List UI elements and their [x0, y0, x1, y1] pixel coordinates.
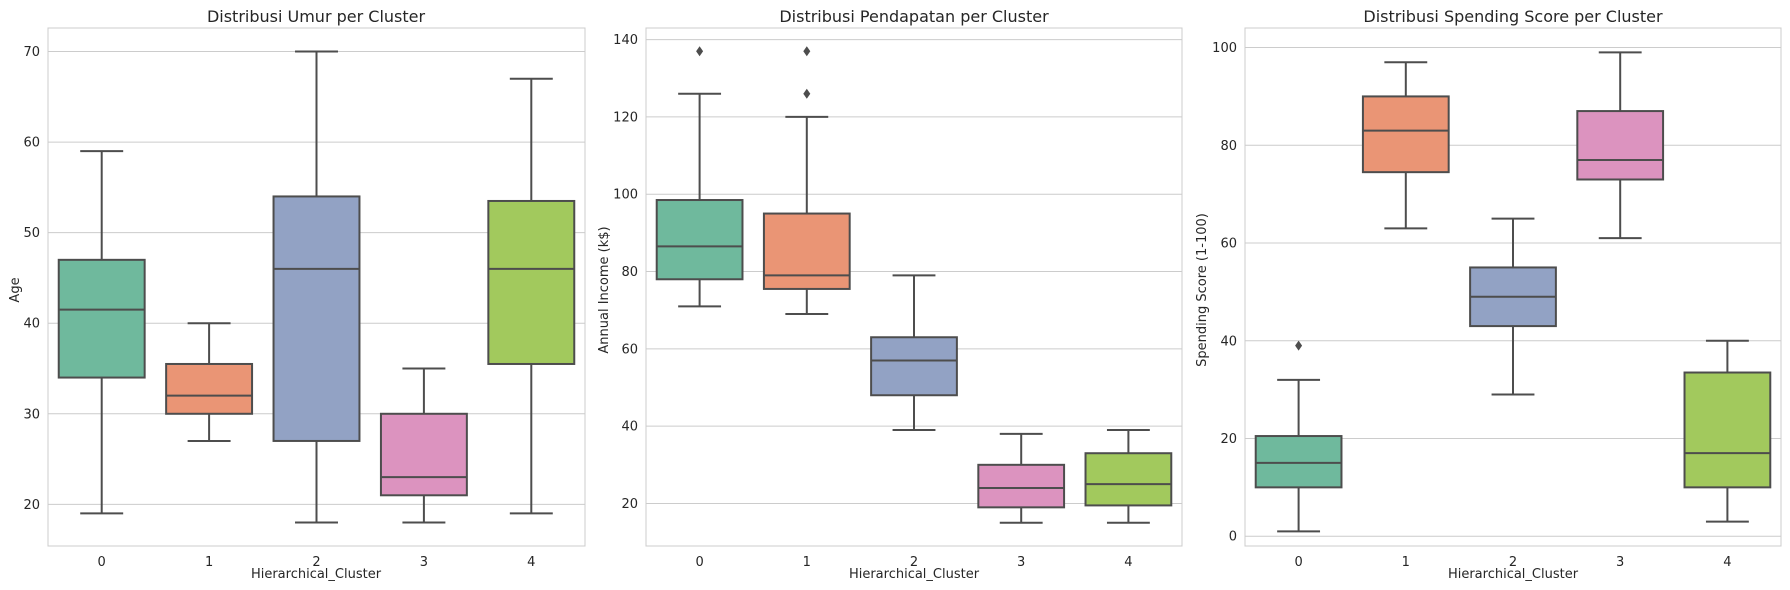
box-cluster-0	[1254, 340, 1343, 533]
y-tick-label: 120	[613, 110, 638, 125]
y-axis-label: Annual Income (k$)	[597, 226, 612, 353]
x-tick-label: 3	[1616, 555, 1624, 570]
x-tick-label: 0	[98, 555, 106, 570]
x-tick-label: 3	[1017, 555, 1025, 570]
y-tick-label: 60	[621, 342, 638, 357]
iqr-box	[870, 336, 958, 397]
subplot-income: Distribusi Pendapatan per Cluster Hierar…	[597, 7, 1183, 582]
y-tick-label: 100	[1212, 41, 1237, 56]
x-axis-label: Hierarchical_Cluster	[849, 567, 980, 582]
y-tick-label: 60	[1220, 237, 1237, 252]
y-tick-label: 20	[621, 497, 638, 512]
x-tick-label: 2	[1509, 555, 1517, 570]
iqr-box	[1084, 452, 1173, 507]
chart-title: Distribusi Pendapatan per Cluster	[779, 7, 1049, 26]
y-tick-label: 140	[613, 33, 638, 48]
plot-area: 20 30 40 50 60 70 0 1 2 3 4	[23, 27, 586, 570]
iqr-box	[655, 199, 744, 281]
iqr-box	[1576, 110, 1665, 181]
iqr-box	[165, 362, 254, 415]
y-tick-label: 80	[1220, 139, 1237, 154]
plot-area: 0 20 40 60 80 100 0 1 2 3 4	[1212, 27, 1782, 570]
chart-title: Distribusi Umur per Cluster	[207, 7, 426, 26]
x-tick-label: 2	[312, 555, 320, 570]
box-cluster-3	[1576, 51, 1665, 240]
x-tick-label: 1	[803, 555, 811, 570]
y-tick-label: 0	[1229, 530, 1237, 545]
y-axis-label: Age	[8, 277, 23, 302]
box-cluster-3	[379, 367, 468, 524]
box-cluster-0	[57, 150, 146, 515]
box-cluster-2	[870, 274, 958, 432]
chart-title: Distribusi Spending Score per Cluster	[1363, 7, 1663, 26]
x-tick-label: 4	[1124, 555, 1132, 570]
y-tick-label: 80	[621, 265, 638, 280]
box-cluster-2	[1469, 217, 1557, 396]
x-tick-label: 2	[910, 555, 918, 570]
x-tick-label: 1	[1402, 555, 1410, 570]
y-tick-label: 50	[23, 226, 40, 241]
x-axis-label: Hierarchical_Cluster	[251, 567, 382, 582]
iqr-box	[977, 463, 1066, 509]
plot-frame	[645, 27, 1183, 547]
box-cluster-3	[977, 432, 1066, 524]
outlier-point	[1295, 340, 1303, 351]
y-tick-label: 100	[613, 188, 638, 203]
y-tick-label: 40	[1220, 334, 1237, 349]
plot-frame	[47, 27, 586, 547]
x-tick-label: 4	[527, 555, 535, 570]
y-tick-label: 40	[621, 420, 638, 435]
iqr-box	[1683, 371, 1772, 489]
box-cluster-4	[487, 77, 576, 515]
iqr-box	[379, 412, 468, 497]
box-cluster-4	[1084, 429, 1173, 524]
y-tick-label: 40	[23, 317, 40, 332]
outlier-point	[803, 46, 811, 57]
x-tick-label: 4	[1723, 555, 1731, 570]
iqr-box	[1361, 95, 1450, 174]
plot-frame	[1244, 27, 1782, 547]
iqr-box	[762, 212, 851, 290]
iqr-box	[1254, 435, 1343, 489]
box-cluster-1	[1361, 61, 1450, 230]
y-axis-label: Spending Score (1-100)	[1195, 213, 1210, 367]
subplot-spending: Distribusi Spending Score per Cluster Hi…	[1195, 7, 1782, 582]
box-cluster-1	[762, 46, 851, 316]
iqr-box	[57, 258, 146, 379]
iqr-box	[487, 199, 576, 365]
box-cluster-1	[165, 322, 254, 442]
plot-area: 20 40 60 80 100 120 140 0 1 2 3 4	[613, 27, 1183, 570]
y-tick-label: 20	[1220, 432, 1237, 447]
y-tick-label: 70	[23, 45, 40, 60]
outlier-point	[696, 46, 704, 57]
box-cluster-2	[272, 50, 361, 524]
x-tick-label: 3	[420, 555, 428, 570]
iqr-box	[272, 195, 361, 442]
outlier-point	[803, 88, 811, 99]
subplot-age: Distribusi Umur per Cluster Hierarchical…	[8, 7, 586, 582]
y-tick-label: 30	[23, 407, 40, 422]
box-cluster-4	[1683, 339, 1772, 523]
x-tick-label: 0	[1294, 555, 1302, 570]
y-tick-label: 20	[23, 498, 40, 513]
y-tick-label: 60	[23, 136, 40, 151]
box-cluster-0	[655, 46, 744, 308]
x-tick-label: 0	[695, 555, 703, 570]
x-tick-label: 1	[205, 555, 213, 570]
x-axis-label: Hierarchical_Cluster	[1448, 567, 1579, 582]
